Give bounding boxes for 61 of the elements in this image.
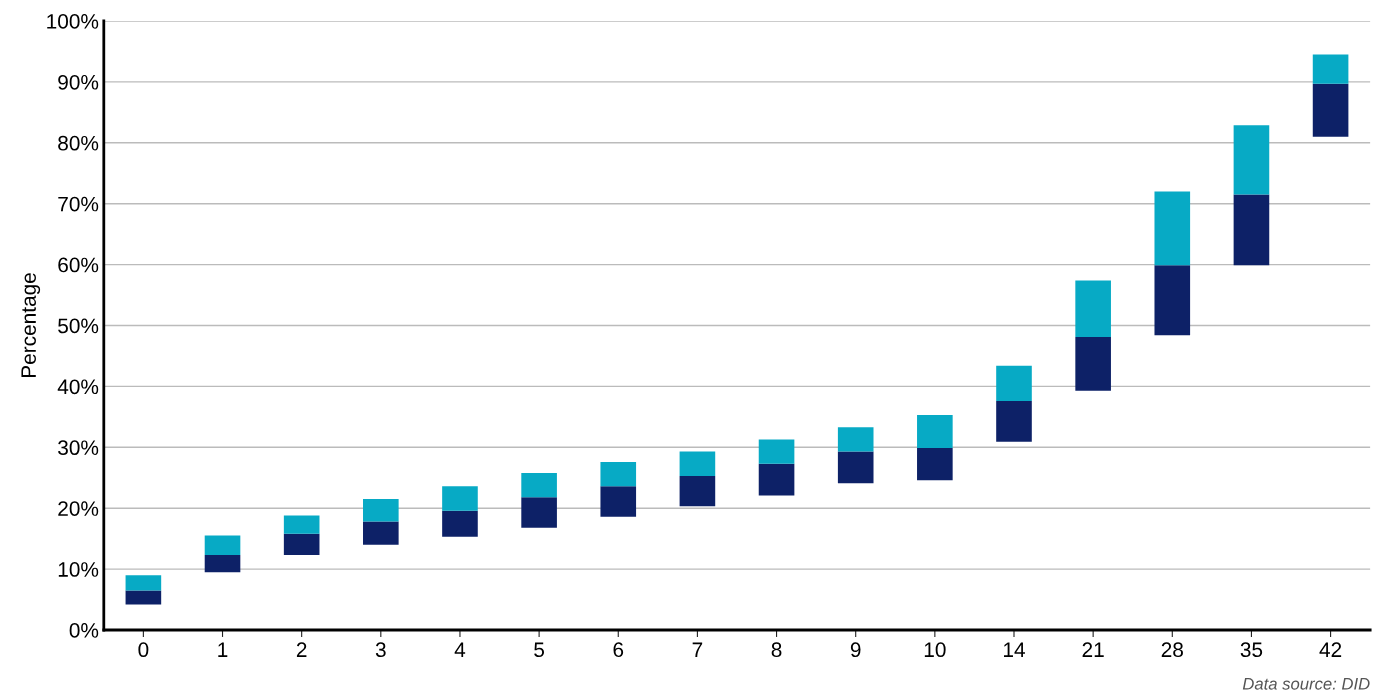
y-tick-label: 10% bbox=[58, 562, 99, 577]
y-tick-label: 100% bbox=[47, 14, 99, 29]
x-tick-label: 42 bbox=[1319, 642, 1342, 657]
bar bbox=[442, 510, 478, 537]
y-tick-label: 20% bbox=[58, 501, 99, 516]
y-tick-label: 50% bbox=[58, 318, 99, 334]
bar bbox=[521, 497, 557, 528]
x-tick-label: 10 bbox=[924, 642, 946, 658]
y-tick-label: 40% bbox=[57, 379, 99, 395]
bar bbox=[204, 555, 241, 573]
bar bbox=[917, 415, 953, 448]
x-tick-label: 2 bbox=[296, 642, 307, 657]
bar bbox=[679, 451, 716, 476]
x-tick-label: 5 bbox=[534, 642, 545, 658]
x-tick-label: 35 bbox=[1240, 642, 1263, 658]
y-tick-label: 80% bbox=[58, 135, 99, 151]
bar bbox=[679, 475, 716, 507]
bar bbox=[1075, 280, 1111, 338]
bar bbox=[442, 486, 478, 511]
x-tick-label: 8 bbox=[771, 642, 782, 658]
y-tick-label: 60% bbox=[58, 257, 99, 273]
bar bbox=[837, 427, 874, 452]
x-tick-label: 6 bbox=[613, 642, 624, 658]
bar bbox=[363, 521, 399, 545]
y-tick-label: 30% bbox=[58, 440, 99, 456]
bar bbox=[1075, 337, 1111, 391]
bar bbox=[125, 590, 162, 605]
x-tick-label: 7 bbox=[692, 642, 703, 657]
bar bbox=[283, 515, 320, 534]
x-tick-label: 21 bbox=[1082, 642, 1104, 657]
x-tick-label: 14 bbox=[1004, 642, 1025, 657]
bar bbox=[837, 451, 874, 484]
bar bbox=[1154, 265, 1191, 336]
bar bbox=[600, 461, 637, 487]
x-tick-label: 28 bbox=[1161, 642, 1183, 658]
x-tick-label: 0 bbox=[138, 642, 149, 658]
y-tick-label: 70% bbox=[58, 196, 99, 212]
bar bbox=[204, 535, 241, 556]
bar bbox=[1312, 54, 1349, 84]
y-tick-label: 90% bbox=[58, 74, 99, 90]
y-tick-label: 0% bbox=[69, 623, 99, 638]
bar bbox=[996, 365, 1032, 402]
source-note: Data source: DID bbox=[1242, 678, 1370, 690]
bar bbox=[363, 499, 399, 522]
x-tick-label: 3 bbox=[375, 642, 386, 658]
bar bbox=[758, 463, 795, 496]
bar bbox=[1154, 191, 1191, 266]
bar bbox=[600, 486, 637, 517]
bar bbox=[283, 533, 320, 556]
bar bbox=[1233, 125, 1270, 195]
x-tick-label: 1 bbox=[218, 642, 228, 657]
bar bbox=[758, 439, 795, 464]
bar bbox=[1233, 194, 1270, 266]
x-tick-label: 9 bbox=[850, 642, 861, 658]
x-tick-label: 4 bbox=[454, 642, 466, 657]
bar bbox=[917, 447, 953, 481]
bar bbox=[996, 401, 1032, 442]
bar bbox=[521, 472, 557, 498]
bar bbox=[125, 575, 162, 591]
bar bbox=[1312, 83, 1349, 137]
y-axis-title: Percentage bbox=[21, 273, 41, 378]
